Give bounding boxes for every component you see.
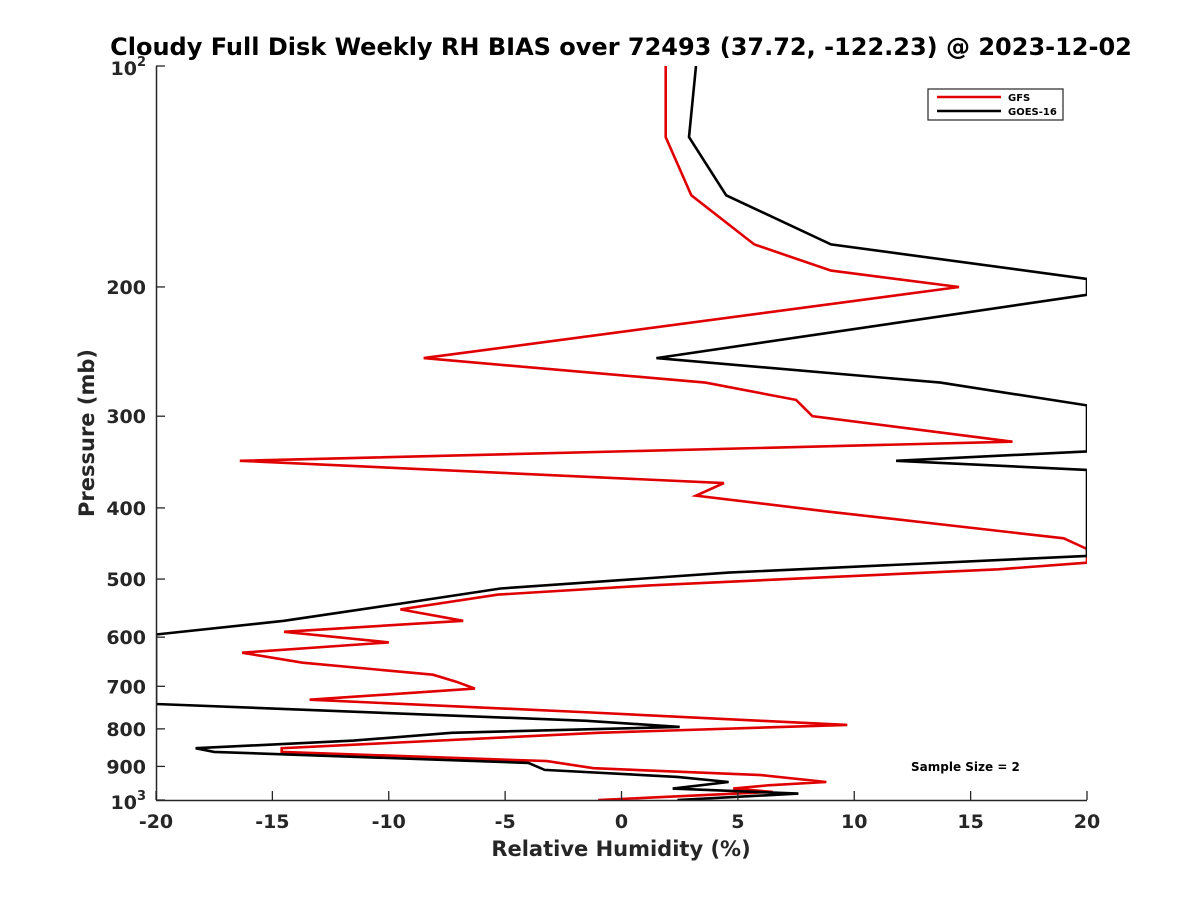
x-tick-label: 5: [731, 811, 744, 833]
y-tick-label: 600: [106, 627, 146, 649]
y-tick-label: 700: [106, 676, 146, 698]
legend-label-goes16: GOES-16: [1008, 107, 1057, 118]
x-tick-label: -20: [139, 811, 173, 833]
y-tick-label: 103: [111, 789, 147, 814]
legend: GFS GOES-16: [927, 88, 1064, 121]
x-tick-label: 0: [615, 811, 628, 833]
series-line-gfs: [239, 66, 1087, 800]
y-tick-label: 500: [106, 569, 146, 591]
plot-lines: [156, 66, 1087, 800]
y-tick-label: 300: [106, 406, 146, 428]
legend-label-gfs: GFS: [1008, 93, 1030, 104]
legend-box: [927, 88, 1064, 121]
x-axis-label: Relative Humidity (%): [491, 837, 750, 861]
x-tick-label: 20: [1074, 811, 1100, 833]
chart-title: Cloudy Full Disk Weekly RH BIAS over 724…: [110, 33, 1132, 61]
x-tick-label: 10: [841, 811, 867, 833]
y-tick-label: 800: [106, 719, 146, 741]
x-tick-label: 15: [957, 811, 983, 833]
y-axis-label: Pressure (mb): [75, 349, 99, 517]
series-line-goes16: [156, 66, 1087, 800]
x-ticks: -20 -15 -10 -5 0 5 10 15 20: [139, 791, 1100, 833]
x-tick-label: -5: [495, 811, 516, 833]
y-tick-label: 900: [106, 756, 146, 778]
x-tick-label: -10: [372, 811, 406, 833]
y-tick-label: 200: [106, 277, 146, 299]
sample-size-annotation: Sample Size = 2: [911, 760, 1020, 774]
y-tick-label: 400: [106, 498, 146, 520]
y-tick-label: 102: [111, 55, 147, 80]
y-ticks: 102 200 300 400 500 600 700 800 900 103: [106, 55, 165, 814]
x-tick-label: -15: [255, 811, 289, 833]
